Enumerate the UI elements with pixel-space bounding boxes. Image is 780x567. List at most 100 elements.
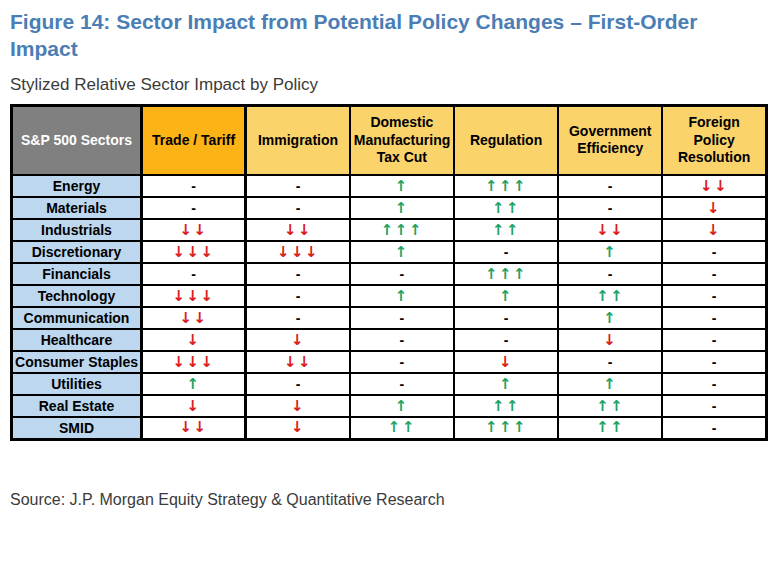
impact-cell-neutral: - (558, 263, 662, 285)
sector-row: Energy--↑↑↑↑-↓↓ (12, 175, 767, 197)
impact-cell-neutral: - (350, 373, 454, 395)
sector-row: Discretionary↓↓↓↓↓↓↑-↑- (12, 241, 767, 263)
impact-cell-neutral: - (454, 241, 558, 263)
impact-cell-neutral: - (662, 329, 766, 351)
impact-cell-neutral: - (246, 307, 350, 329)
impact-cell-positive: ↑ (558, 241, 662, 263)
table-body: Energy--↑↑↑↑-↓↓Materials--↑↑↑-↓Industria… (12, 175, 767, 439)
impact-cell-neutral: - (662, 241, 766, 263)
impact-cell-negative: ↓↓↓ (142, 241, 246, 263)
sector-label: Materials (12, 197, 142, 219)
column-header-policy: Government Efficiency (558, 105, 662, 175)
sector-label: Energy (12, 175, 142, 197)
impact-cell-negative: ↓ (142, 395, 246, 417)
impact-cell-neutral: - (454, 307, 558, 329)
impact-cell-positive: ↑ (350, 197, 454, 219)
impact-cell-neutral: - (142, 263, 246, 285)
impact-cell-positive: ↑ (350, 395, 454, 417)
impact-cell-positive: ↑↑ (454, 197, 558, 219)
column-header-policy: Trade / Tariff (142, 105, 246, 175)
impact-cell-positive: ↑↑ (558, 417, 662, 439)
impact-cell-negative: ↓ (558, 329, 662, 351)
sector-row: Utilities↑--↑↑- (12, 373, 767, 395)
impact-cell-neutral: - (246, 263, 350, 285)
table-header: S&P 500 SectorsTrade / TariffImmigration… (12, 105, 767, 175)
impact-cell-negative: ↓↓ (558, 219, 662, 241)
sector-row: Communication↓↓---↑- (12, 307, 767, 329)
impact-cell-positive: ↑↑ (454, 395, 558, 417)
impact-cell-negative: ↓↓↓ (142, 285, 246, 307)
impact-cell-negative: ↓↓ (142, 307, 246, 329)
impact-cell-negative: ↓ (246, 417, 350, 439)
impact-cell-positive: ↑↑↑ (454, 263, 558, 285)
column-header-policy: Domestic Manufacturing Tax Cut (350, 105, 454, 175)
figure-subtitle: Stylized Relative Sector Impact by Polic… (10, 75, 770, 95)
impact-cell-neutral: - (142, 175, 246, 197)
sector-label: Healthcare (12, 329, 142, 351)
sector-label: Discretionary (12, 241, 142, 263)
sector-impact-table: S&P 500 SectorsTrade / TariffImmigration… (10, 104, 768, 441)
sector-label: Communication (12, 307, 142, 329)
impact-cell-neutral: - (662, 285, 766, 307)
impact-cell-negative: ↓↓ (662, 175, 766, 197)
column-header-policy: Immigration (246, 105, 350, 175)
impact-cell-neutral: - (662, 373, 766, 395)
sector-label: Consumer Staples (12, 351, 142, 373)
sector-row: SMID↓↓↓↑↑↑↑↑↑↑- (12, 417, 767, 439)
impact-cell-positive: ↑↑ (558, 395, 662, 417)
impact-cell-positive: ↑ (350, 241, 454, 263)
sector-label: Utilities (12, 373, 142, 395)
column-header-policy: Foreign Policy Resolution (662, 105, 766, 175)
sector-row: Consumer Staples↓↓↓↓↓-↓-- (12, 351, 767, 373)
impact-cell-neutral: - (350, 307, 454, 329)
impact-cell-negative: ↓↓↓ (142, 351, 246, 373)
impact-cell-neutral: - (454, 329, 558, 351)
impact-cell-positive: ↑ (350, 285, 454, 307)
sector-label: Real Estate (12, 395, 142, 417)
impact-cell-neutral: - (558, 197, 662, 219)
sector-label: SMID (12, 417, 142, 439)
impact-cell-positive: ↑↑ (454, 219, 558, 241)
impact-cell-neutral: - (246, 175, 350, 197)
impact-cell-negative: ↓ (662, 219, 766, 241)
sector-row: Healthcare↓↓--↓- (12, 329, 767, 351)
figure-title: Figure 14: Sector Impact from Potential … (10, 8, 752, 63)
impact-cell-negative: ↓↓ (142, 219, 246, 241)
impact-cell-negative: ↓↓↓ (246, 241, 350, 263)
sector-row: Materials--↑↑↑-↓ (12, 197, 767, 219)
sector-label: Technology (12, 285, 142, 307)
impact-cell-neutral: - (558, 175, 662, 197)
impact-cell-positive: ↑ (454, 285, 558, 307)
impact-cell-negative: ↓↓ (246, 219, 350, 241)
impact-cell-neutral: - (350, 263, 454, 285)
impact-cell-positive: ↑↑ (350, 417, 454, 439)
impact-cell-neutral: - (662, 307, 766, 329)
impact-cell-neutral: - (246, 373, 350, 395)
impact-cell-negative: ↓↓ (142, 417, 246, 439)
impact-cell-neutral: - (662, 417, 766, 439)
impact-cell-negative: ↓↓ (246, 351, 350, 373)
impact-cell-positive: ↑ (142, 373, 246, 395)
impact-cell-positive: ↑↑↑ (350, 219, 454, 241)
impact-cell-positive: ↑↑ (558, 285, 662, 307)
impact-cell-positive: ↑↑↑ (454, 417, 558, 439)
sector-row: Technology↓↓↓-↑↑↑↑- (12, 285, 767, 307)
sector-row: Financials---↑↑↑-- (12, 263, 767, 285)
column-header-policy: Regulation (454, 105, 558, 175)
impact-cell-positive: ↑ (558, 307, 662, 329)
impact-cell-negative: ↓ (662, 197, 766, 219)
impact-cell-neutral: - (246, 197, 350, 219)
source-note: Source: J.P. Morgan Equity Strategy & Qu… (10, 491, 770, 509)
impact-cell-negative: ↓ (142, 329, 246, 351)
sector-row: Industrials↓↓↓↓↑↑↑↑↑↓↓↓ (12, 219, 767, 241)
impact-cell-neutral: - (558, 351, 662, 373)
impact-cell-neutral: - (246, 285, 350, 307)
impact-cell-positive: ↑ (350, 175, 454, 197)
header-row: S&P 500 SectorsTrade / TariffImmigration… (12, 105, 767, 175)
impact-cell-negative: ↓ (454, 351, 558, 373)
impact-cell-positive: ↑↑↑ (454, 175, 558, 197)
impact-cell-neutral: - (350, 351, 454, 373)
sector-label: Financials (12, 263, 142, 285)
impact-cell-neutral: - (662, 351, 766, 373)
impact-cell-positive: ↑ (558, 373, 662, 395)
